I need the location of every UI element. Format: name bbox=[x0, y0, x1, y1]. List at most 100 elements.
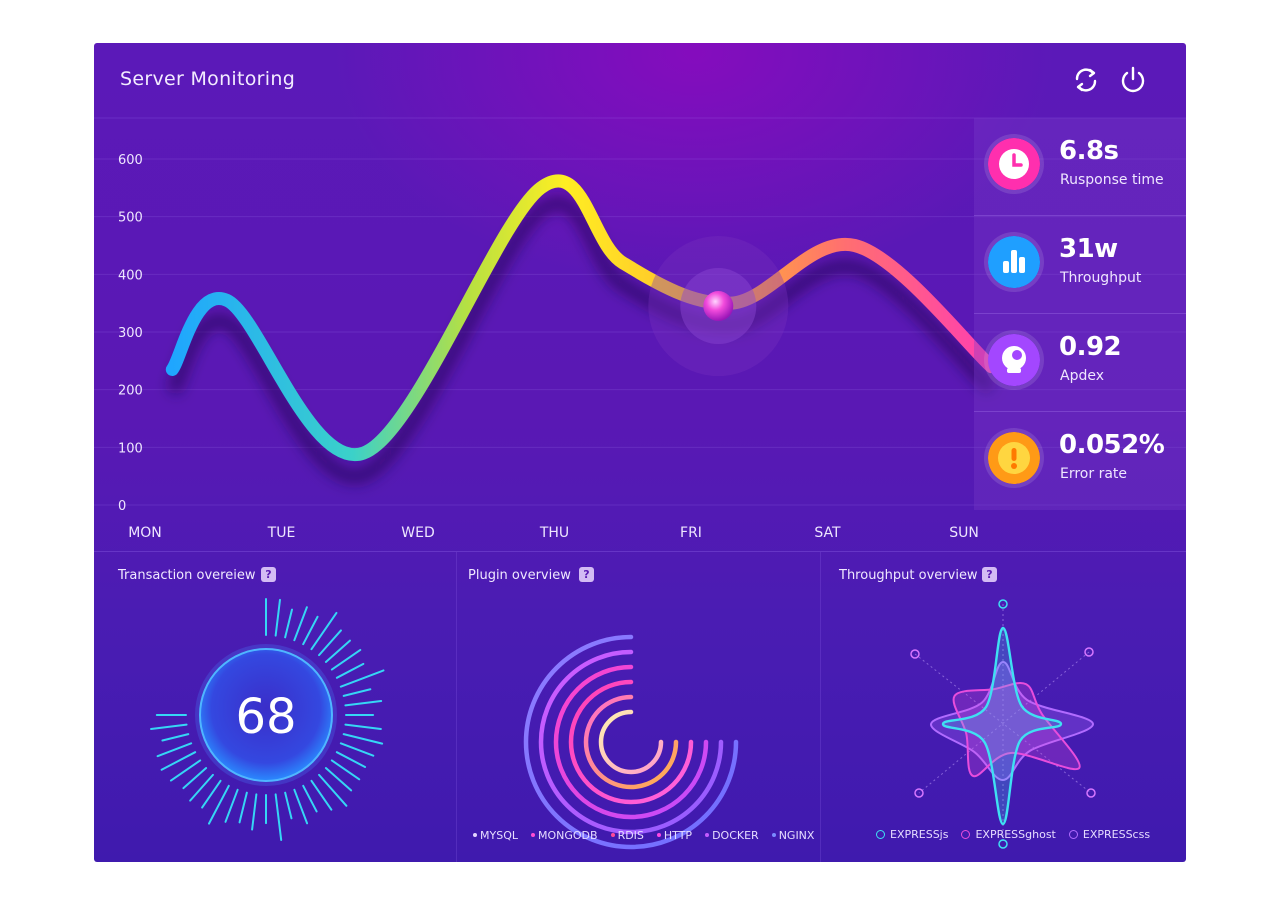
throughput-radar-chart bbox=[910, 599, 1096, 849]
legend-label: RDIS bbox=[617, 829, 644, 842]
kpi-response-time: 6.8s Rusponse time bbox=[974, 118, 1186, 216]
kpi-value: 31w bbox=[1059, 234, 1118, 264]
x-tick-label: WED bbox=[401, 525, 434, 541]
kpi-value: 6.8s bbox=[1059, 136, 1119, 166]
gauge-tick bbox=[330, 648, 362, 671]
plugin-legend: MYSQL MONGODB RDIS HTTP DOCKER NGINX bbox=[473, 829, 827, 842]
kpi-throughput: 31w Throughput bbox=[974, 216, 1186, 314]
gauge-tick bbox=[339, 669, 385, 688]
clock-icon bbox=[988, 138, 1040, 190]
kpi-label: Rusponse time bbox=[1060, 172, 1164, 188]
gauge-tick bbox=[238, 791, 248, 824]
legend-label: MONGODB bbox=[537, 829, 598, 842]
legend-item[interactable]: HTTP bbox=[656, 829, 693, 842]
gauge-tick bbox=[335, 751, 367, 768]
gauge-tick bbox=[318, 629, 342, 657]
gauge-tick bbox=[302, 784, 318, 813]
gauge-tick bbox=[342, 733, 384, 745]
legend-label: EXPRESSjs bbox=[890, 828, 949, 841]
legend-label: NGINX bbox=[778, 829, 815, 842]
kpi-value: 0.92 bbox=[1059, 332, 1122, 362]
legend-item[interactable]: RDIS bbox=[610, 829, 644, 842]
card-title: Transaction overeiew bbox=[118, 568, 256, 583]
refresh-icon[interactable] bbox=[1069, 63, 1103, 97]
kpi-label: Error rate bbox=[1060, 466, 1128, 482]
legend-dot-icon bbox=[473, 833, 477, 837]
kpi-label: Apdex bbox=[1060, 368, 1105, 384]
x-tick-label: FRI bbox=[680, 525, 702, 541]
kpi-value: 0.052% bbox=[1059, 430, 1165, 460]
gauge-tick bbox=[274, 793, 283, 842]
gauge-tick bbox=[344, 723, 382, 730]
help-icon[interactable]: ? bbox=[579, 567, 594, 582]
legend-item[interactable]: EXPRESSjs bbox=[876, 828, 948, 841]
x-tick-label: MON bbox=[128, 525, 162, 541]
legend-ring-icon bbox=[876, 829, 885, 839]
legend-label: DOCKER bbox=[712, 829, 759, 842]
gauge-tick bbox=[169, 759, 202, 782]
y-tick-label: 0 bbox=[118, 499, 126, 514]
gauge-tick bbox=[224, 788, 239, 823]
y-tick-label: 300 bbox=[118, 326, 143, 341]
section-divider bbox=[94, 551, 1186, 552]
legend-label: EXPRESSghost bbox=[975, 828, 1056, 841]
gauge-tick bbox=[160, 751, 197, 771]
gauge-tick bbox=[335, 662, 365, 679]
plugin-ring bbox=[523, 634, 739, 850]
series-line bbox=[165, 174, 998, 462]
gauge-tick bbox=[284, 608, 293, 639]
gauge-tick bbox=[293, 606, 308, 642]
gauge-tick bbox=[284, 791, 293, 820]
gauge-tick bbox=[310, 779, 333, 811]
card-title: Throughput overview bbox=[839, 568, 978, 583]
x-tick-label: SUN bbox=[949, 525, 979, 541]
throughput-overview-card: Throughput overview ? EXPRESSjs EXPRESSgh… bbox=[820, 552, 1186, 862]
legend-item[interactable]: EXPRESScss bbox=[1068, 828, 1151, 841]
x-tick-label: TUE bbox=[267, 525, 296, 541]
gauge-tick bbox=[330, 759, 361, 781]
plugin-ring bbox=[553, 664, 709, 820]
y-tick-label: 600 bbox=[118, 153, 143, 168]
line-chart: 600 500 400 300 200 100 0 MON TUE WED THU FRI SAT SU… bbox=[94, 117, 1186, 541]
alert-icon bbox=[988, 432, 1040, 484]
legend-label: EXPRESScss bbox=[1082, 828, 1151, 841]
gauge-tick bbox=[302, 615, 319, 646]
legend-item[interactable]: DOCKER bbox=[705, 829, 759, 842]
gauge-tick bbox=[207, 784, 230, 825]
help-icon[interactable]: ? bbox=[982, 567, 997, 582]
kpi-panel: 6.8s Rusponse time 31w Throughput 0.92 A… bbox=[974, 118, 1186, 510]
plugin-rings-chart bbox=[523, 634, 739, 850]
radar-series-expresscss bbox=[930, 661, 1095, 782]
gauge-tick bbox=[310, 611, 338, 651]
plugin-ring bbox=[568, 679, 694, 805]
legend-item[interactable]: EXPRESSghost bbox=[961, 828, 1056, 841]
legend-dot-icon bbox=[656, 833, 661, 837]
gauge-tick bbox=[201, 779, 222, 809]
gauge-tick bbox=[324, 767, 353, 792]
gauge-tick bbox=[189, 773, 214, 802]
gauge-tick bbox=[344, 700, 383, 707]
y-tick-label: 200 bbox=[118, 384, 143, 399]
radar-series-expressghost bbox=[952, 681, 1081, 777]
highlight-point[interactable] bbox=[703, 291, 734, 322]
kpi-label: Throughput bbox=[1060, 270, 1142, 286]
kpi-apdex: 0.92 Apdex bbox=[974, 314, 1186, 412]
plugin-ring bbox=[583, 694, 679, 790]
legend-item[interactable]: MYSQL bbox=[473, 829, 518, 842]
radar-axis-node bbox=[1084, 647, 1094, 657]
legend-ring-icon bbox=[1068, 829, 1078, 839]
server-monitoring-dashboard: Server Monitoring bbox=[94, 43, 1186, 862]
legend-item[interactable]: MONGODB bbox=[530, 829, 598, 842]
legend-label: HTTP bbox=[663, 829, 693, 842]
gauge-tick bbox=[324, 639, 351, 663]
legend-item[interactable]: NGINX bbox=[771, 829, 815, 842]
gauge-tick bbox=[342, 688, 372, 697]
transaction-gauge: 68 bbox=[150, 598, 385, 842]
power-icon[interactable] bbox=[1116, 63, 1150, 97]
help-icon[interactable]: ? bbox=[261, 567, 276, 582]
plugin-ring bbox=[538, 649, 724, 835]
gauge-tick bbox=[182, 767, 208, 790]
radar-series-expressjs bbox=[941, 626, 1063, 826]
gauge-tick bbox=[251, 793, 258, 831]
transaction-overview-card: Transaction overeiew ? 68 bbox=[94, 552, 456, 862]
